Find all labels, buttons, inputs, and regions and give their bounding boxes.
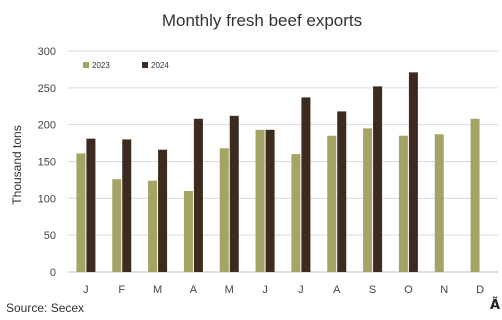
legend-swatch-2023 <box>83 62 89 68</box>
bar-2024-3 <box>158 149 168 272</box>
bar-2023-8 <box>327 135 337 272</box>
y-tick-label: 300 <box>38 46 56 58</box>
x-tick-label: A <box>190 284 198 296</box>
bar-2023-7 <box>291 154 301 272</box>
x-tick-label: J <box>83 284 89 296</box>
x-tick-label: D <box>476 284 484 296</box>
bar-2023-12 <box>470 118 480 272</box>
bar-2023-10 <box>398 135 408 272</box>
bar-2023-5 <box>219 148 229 272</box>
y-tick-label: 250 <box>38 83 56 95</box>
chart-canvas: Monthly fresh beef exports Thousand tons… <box>10 11 498 296</box>
bar-2024-1 <box>86 138 96 272</box>
x-tick-label: A <box>333 284 341 296</box>
legend-swatch-2024 <box>142 62 148 68</box>
legend-label-2024: 2024 <box>151 61 169 70</box>
x-tick-label: M <box>225 284 234 296</box>
bar-2023-1 <box>76 153 86 272</box>
legend: 2023 2024 <box>83 61 169 70</box>
bar-2023-4 <box>183 190 193 272</box>
bar-2023-11 <box>434 134 444 272</box>
bar-2024-8 <box>337 111 347 272</box>
chart-title: Monthly fresh beef exports <box>162 11 362 30</box>
y-axis-label: Thousand tons <box>10 125 24 204</box>
x-tick-label: J <box>298 284 304 296</box>
bar-2024-9 <box>373 86 383 272</box>
x-tick-label: O <box>404 284 413 296</box>
bar-2024-10 <box>408 72 418 272</box>
x-tick-label: J <box>262 284 268 296</box>
y-tick-label: 50 <box>44 230 56 242</box>
legend-label-2023: 2023 <box>92 61 110 70</box>
bar-2024-2 <box>122 139 132 272</box>
gridlines <box>68 50 498 273</box>
y-tick-label: 200 <box>38 120 56 132</box>
y-tick-label: 150 <box>38 157 56 169</box>
x-tick-label: M <box>153 284 162 296</box>
x-tick-label: F <box>118 284 125 296</box>
y-tick-label: 0 <box>50 267 56 279</box>
bar-2023-9 <box>363 128 373 272</box>
publisher-logo: Ã <box>489 298 500 313</box>
x-tick-label: N <box>440 284 448 296</box>
x-tick-label: S <box>369 284 376 296</box>
bar-2024-6 <box>265 129 275 272</box>
source-note: Source: Secex <box>6 301 85 315</box>
y-tick-label: 100 <box>38 193 56 205</box>
bar-2023-6 <box>255 129 265 272</box>
bar-2024-5 <box>229 115 239 273</box>
bar-2024-4 <box>193 118 203 272</box>
bar-2023-2 <box>112 179 122 272</box>
bar-2024-7 <box>301 97 311 272</box>
y-tick-labels: 0 50 100 150 200 250 300 <box>38 46 56 279</box>
bars <box>76 72 480 273</box>
bar-2023-3 <box>148 180 158 272</box>
